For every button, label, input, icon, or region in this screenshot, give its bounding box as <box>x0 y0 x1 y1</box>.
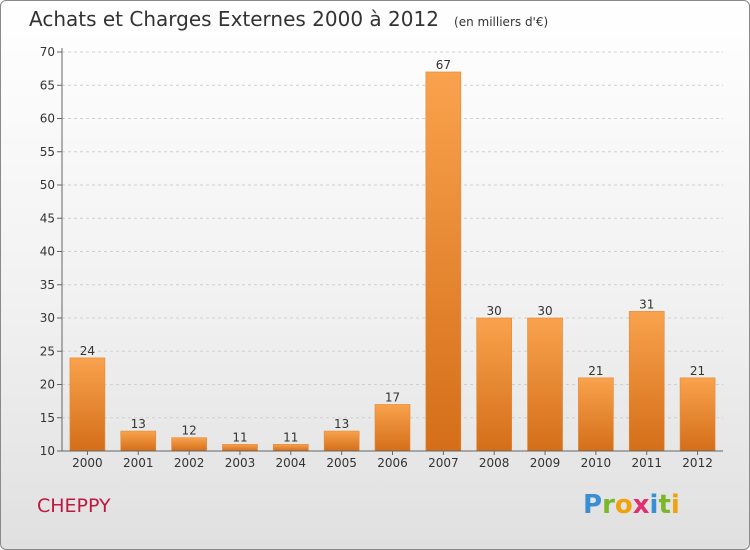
logo-letter: o <box>614 490 633 520</box>
y-tick-label: 60 <box>40 112 55 126</box>
y-tick-label: 40 <box>40 245 55 259</box>
bar <box>476 317 512 452</box>
bar-value-label: 17 <box>385 390 400 404</box>
x-tick-label: 2011 <box>631 456 662 470</box>
logo-letter: P <box>583 490 603 520</box>
bar-value-label: 12 <box>181 424 196 438</box>
bar <box>69 357 106 452</box>
logo-letter: t <box>658 490 671 520</box>
logo-letter: i <box>649 490 659 520</box>
bar <box>120 430 157 452</box>
x-tick-label: 2006 <box>377 456 408 470</box>
grid-lines <box>62 51 723 419</box>
x-tick-label: 2005 <box>326 456 357 470</box>
y-tick-label: 55 <box>40 145 55 159</box>
chart-unit: (en milliers d'€) <box>454 15 549 29</box>
x-tick-label: 2000 <box>72 456 103 470</box>
logo-letter: r <box>602 490 615 520</box>
bar-value-label: 11 <box>232 430 247 444</box>
bar <box>578 377 614 452</box>
x-tick-label: 2002 <box>174 456 205 470</box>
y-tick-label: 30 <box>40 311 55 325</box>
x-tick-label: 2007 <box>428 456 459 470</box>
bar-value-label: 11 <box>283 430 298 444</box>
y-tick-label: 70 <box>40 45 55 59</box>
bar-value-label: 13 <box>334 417 349 431</box>
city-name: CHEPPY <box>37 495 111 517</box>
proxiti-logo: Proxiti <box>583 490 680 520</box>
bar-value-label: 31 <box>639 297 654 311</box>
y-tick-label: 25 <box>40 344 55 358</box>
y-tick-label: 50 <box>40 178 55 192</box>
bar <box>527 317 563 452</box>
bar <box>222 444 258 452</box>
chart-title-text: Achats et Charges Externes 2000 à 2012 <box>29 7 439 31</box>
bar-value-label: 21 <box>588 364 603 378</box>
bar-value-label: 21 <box>690 364 705 378</box>
logo-letter: i <box>670 490 680 520</box>
logo-letter: x <box>632 490 650 520</box>
axes <box>57 48 723 455</box>
x-tick-label: 2010 <box>581 456 612 470</box>
x-tick-label: 2003 <box>225 456 256 470</box>
y-tick-label: 10 <box>40 444 55 458</box>
x-tick-label: 2009 <box>530 456 561 470</box>
bar <box>679 377 716 452</box>
bar <box>374 404 411 452</box>
labels: 10 15 20 25 30 35 40 45 50 55 60 65 70 24 2000 13 2001 12… <box>40 45 713 470</box>
y-tick-label: 15 <box>40 411 55 425</box>
bar <box>425 71 462 452</box>
x-tick-label: 2012 <box>682 456 713 470</box>
bar-value-label: 67 <box>436 58 451 72</box>
x-tick-label: 2001 <box>123 456 154 470</box>
bar-value-label: 30 <box>487 304 502 318</box>
bar <box>171 437 207 452</box>
y-tick-label: 35 <box>40 278 55 292</box>
y-tick-label: 45 <box>40 211 55 225</box>
bar-value-label: 30 <box>537 304 552 318</box>
bar <box>323 430 360 452</box>
y-tick-label: 20 <box>40 378 55 392</box>
bar-value-label: 13 <box>131 417 146 431</box>
x-tick-label: 2004 <box>276 456 307 470</box>
bar <box>628 311 665 452</box>
x-tick-label: 2008 <box>479 456 510 470</box>
chart-title: Achats et Charges Externes 2000 à 2012 (… <box>29 7 548 31</box>
y-tick-label: 65 <box>40 78 55 92</box>
bar <box>273 444 309 452</box>
bar-value-label: 24 <box>80 344 95 358</box>
